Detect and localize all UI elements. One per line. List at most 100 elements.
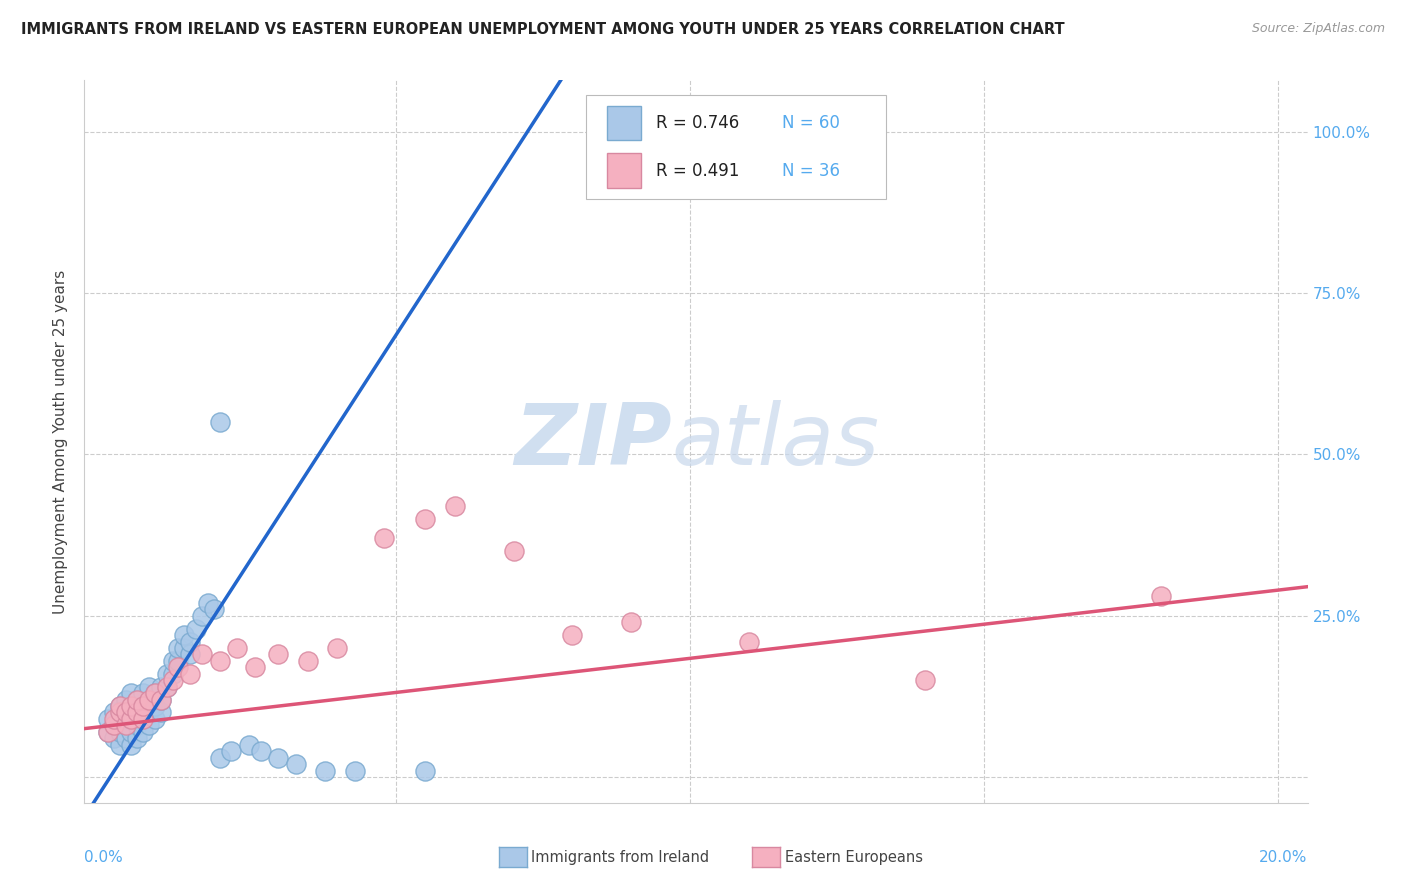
Text: N = 36: N = 36 [782, 161, 839, 180]
Point [143, 699, 166, 714]
FancyBboxPatch shape [606, 153, 641, 188]
Point [97, 724, 120, 739]
Point [167, 660, 190, 674]
Point [127, 692, 149, 706]
Point [415, 512, 437, 526]
Point [326, 640, 349, 655]
Point [127, 706, 149, 720]
Point [156, 666, 179, 681]
FancyBboxPatch shape [606, 105, 641, 140]
Point [120, 724, 142, 739]
Point [108, 699, 131, 714]
Point [120, 686, 142, 700]
Point [108, 699, 131, 714]
Point [243, 660, 266, 674]
Point [138, 706, 160, 720]
Point [238, 738, 260, 752]
Point [114, 718, 136, 732]
Point [132, 712, 155, 726]
Y-axis label: Unemployment Among Youth under 25 years: Unemployment Among Youth under 25 years [53, 269, 69, 614]
Point [149, 692, 172, 706]
Point [103, 718, 125, 732]
Point [138, 680, 160, 694]
Point [143, 712, 166, 726]
Point [179, 648, 201, 662]
Point [162, 673, 184, 688]
Point [267, 750, 290, 764]
Point [314, 764, 336, 778]
Point [620, 615, 643, 630]
Point [127, 706, 149, 720]
Point [149, 706, 172, 720]
Point [143, 686, 166, 700]
Point [108, 712, 131, 726]
Point [132, 724, 155, 739]
Point [249, 744, 271, 758]
Point [120, 699, 142, 714]
Point [226, 640, 249, 655]
Point [114, 706, 136, 720]
Text: R = 0.491: R = 0.491 [655, 161, 740, 180]
Point [914, 673, 936, 688]
Point [103, 718, 125, 732]
Point [221, 744, 243, 758]
Point [138, 718, 160, 732]
Point [167, 640, 190, 655]
Point [197, 596, 219, 610]
Point [156, 680, 179, 694]
Point [120, 712, 142, 726]
Point [208, 654, 231, 668]
Point [120, 712, 142, 726]
Point [120, 738, 142, 752]
Point [297, 654, 319, 668]
Point [127, 718, 149, 732]
Point [162, 666, 184, 681]
Point [208, 750, 231, 764]
Point [167, 654, 190, 668]
Text: 20.0%: 20.0% [1260, 850, 1308, 864]
Point [191, 648, 214, 662]
Point [149, 680, 172, 694]
Point [173, 628, 195, 642]
Point [373, 531, 395, 545]
Point [208, 415, 231, 429]
Text: N = 60: N = 60 [782, 114, 839, 132]
Point [127, 731, 149, 746]
Point [103, 712, 125, 726]
Point [114, 706, 136, 720]
Text: atlas: atlas [672, 400, 880, 483]
Point [173, 640, 195, 655]
Point [143, 686, 166, 700]
Point [502, 544, 524, 558]
Point [179, 634, 201, 648]
Point [138, 692, 160, 706]
FancyBboxPatch shape [586, 95, 886, 200]
Text: 0.0%: 0.0% [84, 850, 124, 864]
Text: Eastern Europeans: Eastern Europeans [785, 850, 922, 864]
Text: Immigrants from Ireland: Immigrants from Ireland [531, 850, 710, 864]
Point [179, 666, 201, 681]
Point [97, 712, 120, 726]
Point [114, 718, 136, 732]
Point [132, 712, 155, 726]
Point [343, 764, 366, 778]
Point [108, 724, 131, 739]
Point [97, 724, 120, 739]
Point [149, 692, 172, 706]
Point [108, 738, 131, 752]
Point [132, 686, 155, 700]
Point [191, 608, 214, 623]
Point [162, 654, 184, 668]
Text: Source: ZipAtlas.com: Source: ZipAtlas.com [1251, 22, 1385, 36]
Text: R = 0.746: R = 0.746 [655, 114, 740, 132]
Point [738, 634, 761, 648]
Point [127, 692, 149, 706]
Point [1149, 590, 1171, 604]
Point [267, 648, 290, 662]
Point [132, 699, 155, 714]
Point [114, 731, 136, 746]
Point [132, 699, 155, 714]
Point [561, 628, 583, 642]
Point [444, 499, 467, 513]
Point [285, 757, 308, 772]
